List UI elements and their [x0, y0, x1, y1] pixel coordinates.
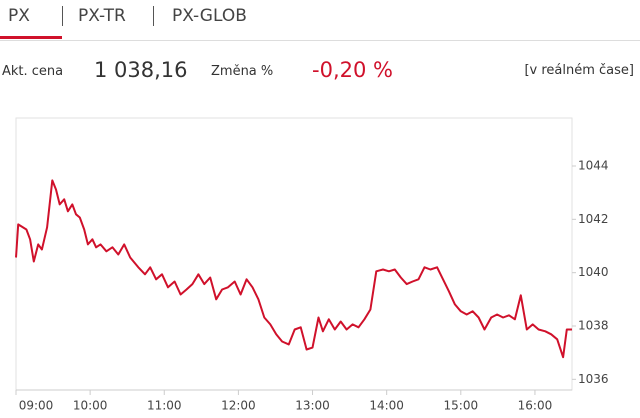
- tab[interactable]: PX-GLOB: [172, 6, 247, 26]
- price: 1 038,16: [94, 58, 188, 82]
- price-label: Akt. cena: [2, 64, 64, 79]
- x-tick-label: 15:00: [444, 399, 479, 413]
- tabs: PX PX-TR PX-GLOB: [0, 0, 640, 41]
- y-tick-label: 1042: [578, 212, 609, 226]
- separator: [153, 6, 154, 26]
- tab[interactable]: PX-TR: [78, 6, 126, 26]
- x-tick-label: 16:00: [518, 399, 553, 413]
- x-tick-label: 14:00: [369, 399, 404, 413]
- tab[interactable]: PX: [8, 6, 30, 26]
- active-underline: [0, 36, 62, 39]
- y-tick-label: 1040: [578, 265, 609, 279]
- y-tick-label: 1036: [578, 372, 609, 386]
- y-tick-label: 1044: [578, 159, 609, 173]
- change: -0,20 %: [312, 58, 393, 82]
- y-tick-label: 1038: [578, 319, 609, 333]
- x-tick-label: 13:00: [295, 399, 330, 413]
- separator: [62, 6, 63, 26]
- x-tick-label: 09:00: [19, 399, 54, 413]
- x-tick-label: 11:00: [147, 399, 182, 413]
- plot-frame: [15, 117, 573, 391]
- price-line: [15, 179, 572, 359]
- x-tick-label: 10:00: [73, 399, 108, 413]
- x-tick-label: 12:00: [221, 399, 256, 413]
- change-label: Změna %: [211, 64, 274, 79]
- realtime: [v reálném čase]: [524, 63, 634, 78]
